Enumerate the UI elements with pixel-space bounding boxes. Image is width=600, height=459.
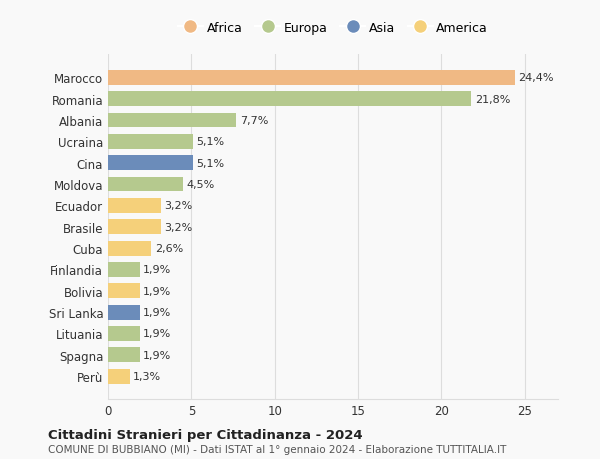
Bar bbox=[108, 263, 140, 277]
Text: Cittadini Stranieri per Cittadinanza - 2024: Cittadini Stranieri per Cittadinanza - 2… bbox=[48, 428, 362, 442]
Bar bbox=[108, 241, 151, 256]
Bar bbox=[108, 220, 161, 235]
Bar bbox=[108, 71, 515, 86]
Text: COMUNE DI BUBBIANO (MI) - Dati ISTAT al 1° gennaio 2024 - Elaborazione TUTTITALI: COMUNE DI BUBBIANO (MI) - Dati ISTAT al … bbox=[48, 444, 506, 454]
Text: 7,7%: 7,7% bbox=[239, 116, 268, 126]
Bar bbox=[108, 177, 183, 192]
Text: 1,9%: 1,9% bbox=[143, 265, 171, 275]
Text: 3,2%: 3,2% bbox=[164, 222, 193, 232]
Bar bbox=[108, 92, 472, 107]
Bar bbox=[108, 347, 140, 363]
Bar bbox=[108, 113, 236, 128]
Legend: Africa, Europa, Asia, America: Africa, Europa, Asia, America bbox=[173, 17, 493, 39]
Text: 1,9%: 1,9% bbox=[143, 350, 171, 360]
Bar bbox=[108, 198, 161, 213]
Text: 4,5%: 4,5% bbox=[187, 179, 215, 190]
Text: 5,1%: 5,1% bbox=[196, 158, 224, 168]
Bar bbox=[108, 156, 193, 171]
Text: 3,2%: 3,2% bbox=[164, 201, 193, 211]
Text: 1,3%: 1,3% bbox=[133, 371, 161, 381]
Text: 1,9%: 1,9% bbox=[143, 286, 171, 296]
Text: 24,4%: 24,4% bbox=[518, 73, 553, 83]
Bar bbox=[108, 134, 193, 150]
Text: 1,9%: 1,9% bbox=[143, 308, 171, 317]
Bar bbox=[108, 369, 130, 384]
Text: 21,8%: 21,8% bbox=[475, 95, 510, 105]
Bar bbox=[108, 305, 140, 320]
Text: 1,9%: 1,9% bbox=[143, 329, 171, 339]
Text: 2,6%: 2,6% bbox=[155, 244, 183, 253]
Bar bbox=[108, 326, 140, 341]
Bar bbox=[108, 284, 140, 298]
Text: 5,1%: 5,1% bbox=[196, 137, 224, 147]
